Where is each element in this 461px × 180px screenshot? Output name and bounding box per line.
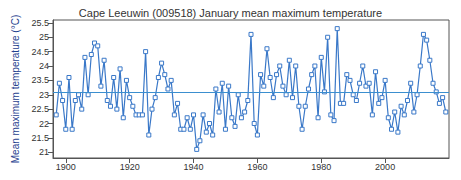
svg-text:25: 25 xyxy=(39,32,49,42)
svg-text:22.5: 22.5 xyxy=(31,104,49,114)
svg-text:1960: 1960 xyxy=(247,162,267,172)
svg-text:1980: 1980 xyxy=(311,162,331,172)
svg-text:1900: 1900 xyxy=(56,162,76,172)
svg-text:21.5: 21.5 xyxy=(31,133,49,143)
svg-text:Cape Leeuwin (009518) January: Cape Leeuwin (009518) January mean maxim… xyxy=(79,7,382,19)
svg-text:24: 24 xyxy=(39,61,49,71)
svg-text:25.5: 25.5 xyxy=(31,18,49,28)
svg-text:23.5: 23.5 xyxy=(31,75,49,85)
svg-text:23: 23 xyxy=(39,90,49,100)
svg-text:22: 22 xyxy=(39,119,49,129)
svg-text:2000: 2000 xyxy=(375,162,395,172)
svg-text:1920: 1920 xyxy=(120,162,140,172)
svg-text:24.5: 24.5 xyxy=(31,47,49,57)
svg-text:21: 21 xyxy=(39,147,49,157)
svg-text:1940: 1940 xyxy=(184,162,204,172)
svg-text:Mean maximum temperature (°C): Mean maximum temperature (°C) xyxy=(10,15,21,163)
